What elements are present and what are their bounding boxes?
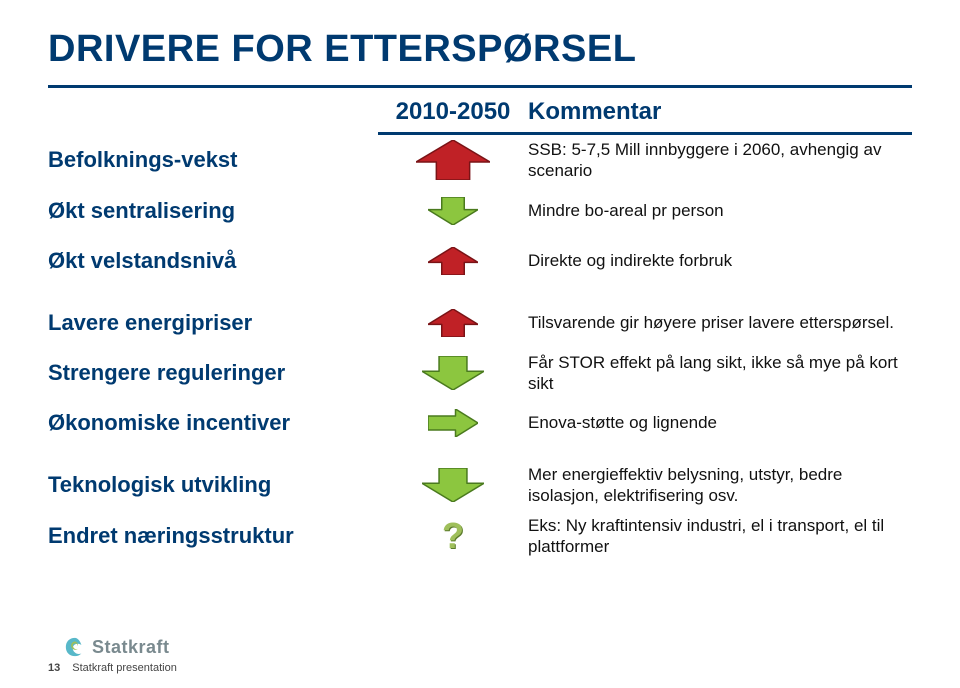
- row-label: Strengere reguleringer: [48, 360, 378, 386]
- row-comment: Tilsvarende gir høyere priser lavere ett…: [528, 312, 912, 333]
- title-underline: [48, 85, 912, 88]
- row-comment: Mer energieffektiv belysning, utstyr, be…: [528, 464, 912, 507]
- table-row: Teknologisk utvikling Mer energieffektiv …: [48, 460, 912, 511]
- row-arrow-cell: [378, 468, 528, 502]
- row-comment: Får STOR effekt på lang sikt, ikke så my…: [528, 352, 912, 395]
- down-arrow-icon: [422, 356, 484, 390]
- table-body: Befolknings-vekst SSB: 5-7,5 Mill innbygg…: [48, 135, 912, 561]
- row-arrow-cell: [378, 247, 528, 275]
- row-comment: SSB: 5-7,5 Mill innbyggere i 2060, avhen…: [528, 139, 912, 182]
- logo-text: Statkraft: [92, 637, 170, 658]
- table-row: Økt velstandsnivå Direkte og indirekte fo…: [48, 236, 912, 286]
- presentation-name: Statkraft presentation: [72, 662, 177, 674]
- header-period: 2010-2050: [378, 98, 528, 135]
- slide-title: DRIVERE FOR ETTERSPØRSEL: [48, 28, 912, 71]
- up-arrow-icon: [416, 140, 490, 180]
- table-row: Økonomiske incentiver Enova-støtte og lig…: [48, 398, 912, 448]
- group-divider: [48, 448, 912, 460]
- table-row: Endret næringsstruktur? Eks: Ny kraftinte…: [48, 511, 912, 562]
- logo: Statkraft: [64, 636, 170, 658]
- row-comment: Direkte og indirekte forbruk: [528, 250, 912, 271]
- header-spacer: [48, 98, 378, 135]
- footer: 13 Statkraft presentation: [48, 662, 177, 674]
- down-arrow-icon: [422, 468, 484, 502]
- right-arrow-icon: [428, 409, 478, 437]
- row-comment: Eks: Ny kraftintensiv industri, el i tra…: [528, 515, 912, 558]
- row-label: Teknologisk utvikling: [48, 472, 378, 498]
- row-arrow-cell: [378, 140, 528, 180]
- row-label: Økt sentralisering: [48, 198, 378, 224]
- row-arrow-cell: [378, 409, 528, 437]
- row-label: Økt velstandsnivå: [48, 248, 378, 274]
- up-arrow-icon: [428, 247, 478, 275]
- row-arrow-cell: ?: [378, 515, 528, 557]
- row-label: Lavere energipriser: [48, 310, 378, 336]
- group-divider: [48, 286, 912, 298]
- row-label: Økonomiske incentiver: [48, 410, 378, 436]
- row-arrow-cell: [378, 356, 528, 390]
- row-label: Endret næringsstruktur: [48, 523, 378, 549]
- slide: DRIVERE FOR ETTERSPØRSEL 2010-2050 Komme…: [0, 0, 960, 688]
- row-arrow-cell: [378, 197, 528, 225]
- up-arrow-icon: [428, 309, 478, 337]
- question-mark-icon: ?: [442, 515, 464, 557]
- row-arrow-cell: [378, 309, 528, 337]
- table-row: Befolknings-vekst SSB: 5-7,5 Mill innbygg…: [48, 135, 912, 186]
- header-comment: Kommentar: [528, 98, 912, 135]
- down-arrow-icon: [428, 197, 478, 225]
- page-number: 13: [48, 662, 60, 674]
- row-comment: Mindre bo-areal pr person: [528, 200, 912, 221]
- table-row: Strengere reguleringer Får STOR effekt på…: [48, 348, 912, 399]
- table-header: 2010-2050 Kommentar: [48, 98, 912, 135]
- row-comment: Enova-støtte og lignende: [528, 412, 912, 433]
- table-row: Økt sentralisering Mindre bo-areal pr per…: [48, 186, 912, 236]
- table-row: Lavere energipriser Tilsvarende gir høyer…: [48, 298, 912, 348]
- logo-swirl-icon: [64, 636, 86, 658]
- row-label: Befolknings-vekst: [48, 147, 378, 173]
